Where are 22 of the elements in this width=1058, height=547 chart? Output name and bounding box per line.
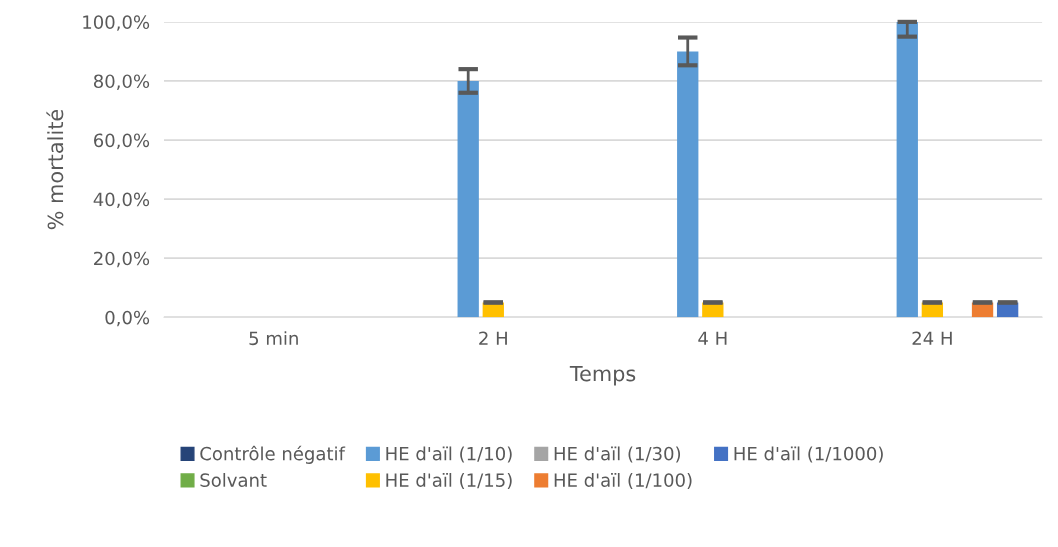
legend-label: HE d'aïl (1/30) — [554, 446, 681, 463]
legend-label: Solvant — [200, 472, 267, 487]
x-tick-label: 24 H — [912, 331, 952, 345]
y-tick-label: 60,0% — [94, 133, 150, 149]
y-tick-label: 100,0% — [83, 15, 150, 31]
legend-label: Contrôle négatif — [200, 445, 346, 464]
y-tick-label: 80,0% — [93, 74, 150, 90]
x-tick-label: 4 H — [698, 331, 727, 345]
y-tick-label: 20,0% — [94, 251, 150, 268]
legend-label: HE d'aïl (1/100) — [554, 472, 692, 490]
bar — [457, 80, 479, 318]
legend-label: HE d'aïl (1/10) — [386, 446, 512, 463]
y-axis-title: % mortalité — [46, 109, 64, 230]
x-axis-title: Temps — [569, 365, 636, 386]
bar — [896, 21, 918, 318]
bar — [677, 51, 699, 318]
y-tick-label: 40,0% — [93, 192, 150, 209]
y-tick-label: 0,0% — [105, 310, 150, 327]
legend-label: HE d'aïl (1/15) — [386, 472, 512, 490]
x-tick-label: 5 min — [249, 331, 298, 346]
x-tick-label: 2 H — [479, 331, 507, 345]
legend-label: HE d'aïl (1/1000) — [734, 446, 883, 463]
